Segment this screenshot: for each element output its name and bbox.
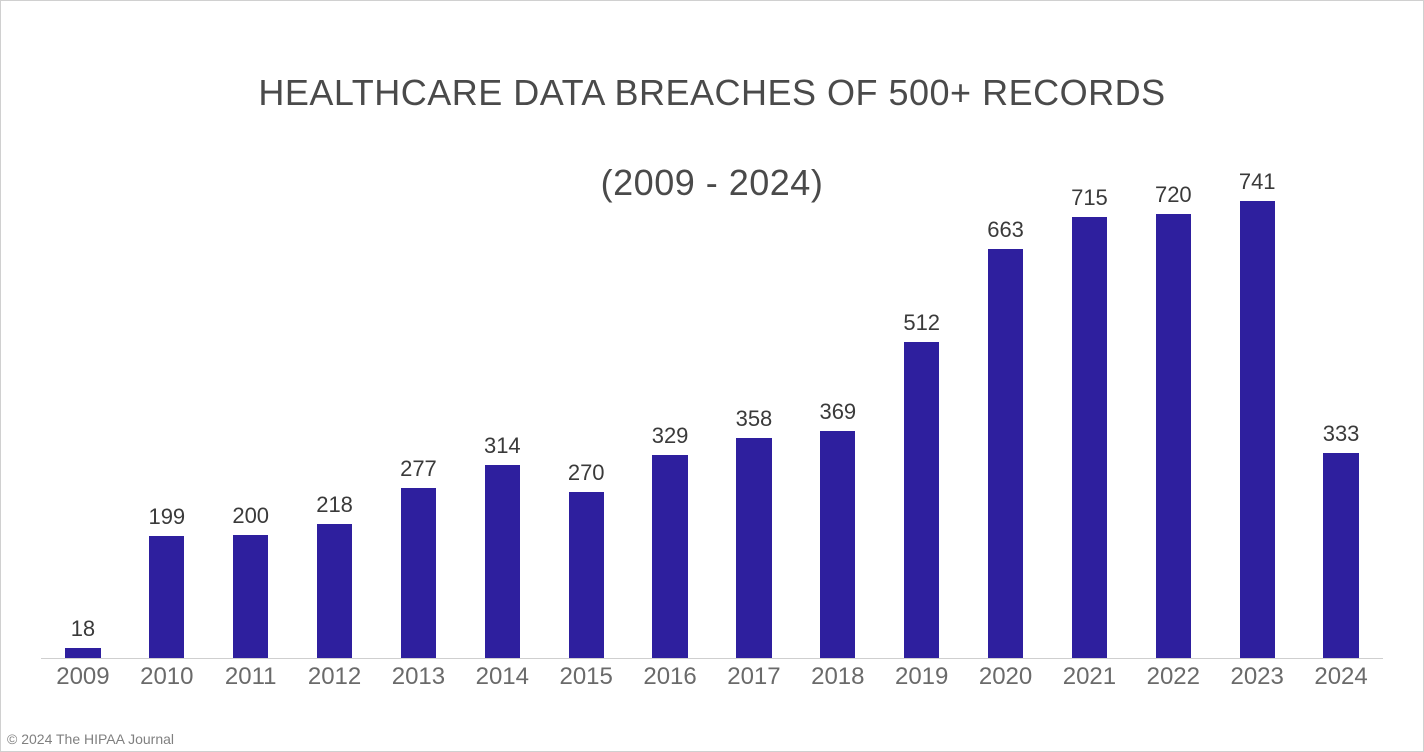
x-axis-label: 2012: [293, 659, 377, 691]
bar-rect: [233, 535, 268, 659]
bar-slot: 200: [209, 166, 293, 659]
bar-slot: 329: [628, 166, 712, 659]
bar-value-label: 270: [568, 460, 605, 486]
bar-value-label: 314: [484, 433, 521, 459]
x-axis-label: 2016: [628, 659, 712, 691]
x-axis-label: 2017: [712, 659, 796, 691]
bar-value-label: 200: [232, 503, 269, 529]
chart-title-line1: HEALTHCARE DATA BREACHES OF 500+ RECORDS: [258, 72, 1165, 113]
bar-value-label: 218: [316, 492, 353, 518]
bar-slot: 663: [964, 166, 1048, 659]
x-axis-label: 2018: [796, 659, 880, 691]
bar-slot: 218: [293, 166, 377, 659]
bar-rect: [485, 465, 520, 659]
copyright-text: © 2024 The HIPAA Journal: [7, 731, 174, 747]
x-axis-label: 2011: [209, 659, 293, 691]
bar-value-label: 18: [71, 616, 95, 642]
bar-value-label: 715: [1071, 185, 1108, 211]
bar-rect: [1156, 214, 1191, 660]
bar-slot: 18: [41, 166, 125, 659]
bar-value-label: 741: [1239, 169, 1276, 195]
x-axis-label: 2013: [377, 659, 461, 691]
bar-slot: 369: [796, 166, 880, 659]
x-axis-label: 2014: [460, 659, 544, 691]
bar-value-label: 512: [903, 310, 940, 336]
bar-slot: 512: [880, 166, 964, 659]
bar-value-label: 720: [1155, 182, 1192, 208]
bar-slot: 333: [1299, 166, 1383, 659]
x-axis-label: 2009: [41, 659, 125, 691]
bars-row: 18 199 200 218 277 314 270 329 358 369 512 663 715 72…: [41, 166, 1383, 659]
bar-value-label: 358: [736, 406, 773, 432]
x-axis-label: 2024: [1299, 659, 1383, 691]
bar-value-label: 199: [148, 504, 185, 530]
bar-rect: [1240, 201, 1275, 659]
x-axis-label: 2019: [880, 659, 964, 691]
bar-slot: 270: [544, 166, 628, 659]
bar-slot: 358: [712, 166, 796, 659]
bar-rect: [652, 455, 687, 659]
x-labels-row: 2009201020112012201320142015201620172018…: [41, 659, 1383, 691]
bar-rect: [401, 488, 436, 659]
bar-rect: [569, 492, 604, 659]
x-axis-label: 2022: [1131, 659, 1215, 691]
bar-slot: 720: [1131, 166, 1215, 659]
chart-frame: HEALTHCARE DATA BREACHES OF 500+ RECORDS…: [0, 0, 1424, 752]
bar-slot: 715: [1048, 166, 1132, 659]
bar-rect: [149, 536, 184, 659]
bar-slot: 277: [377, 166, 461, 659]
bar-value-label: 277: [400, 456, 437, 482]
bar-rect: [1072, 217, 1107, 659]
x-axis-label: 2020: [964, 659, 1048, 691]
bar-rect: [317, 524, 352, 659]
bar-value-label: 329: [652, 423, 689, 449]
x-axis-label: 2015: [544, 659, 628, 691]
x-axis-label: 2023: [1215, 659, 1299, 691]
bar-value-label: 333: [1323, 421, 1360, 447]
x-axis-label: 2021: [1048, 659, 1132, 691]
bar-rect: [988, 249, 1023, 659]
bar-slot: 314: [460, 166, 544, 659]
bar-rect: [736, 438, 771, 660]
bar-value-label: 663: [987, 217, 1024, 243]
bar-rect: [820, 431, 855, 659]
bar-rect: [904, 342, 939, 659]
bar-slot: 199: [125, 166, 209, 659]
plot-area: 18 199 200 218 277 314 270 329 358 369 512 663 715 72…: [41, 166, 1383, 691]
bar-value-label: 369: [819, 399, 856, 425]
x-axis-label: 2010: [125, 659, 209, 691]
bar-slot: 741: [1215, 166, 1299, 659]
bar-rect: [1323, 453, 1358, 659]
